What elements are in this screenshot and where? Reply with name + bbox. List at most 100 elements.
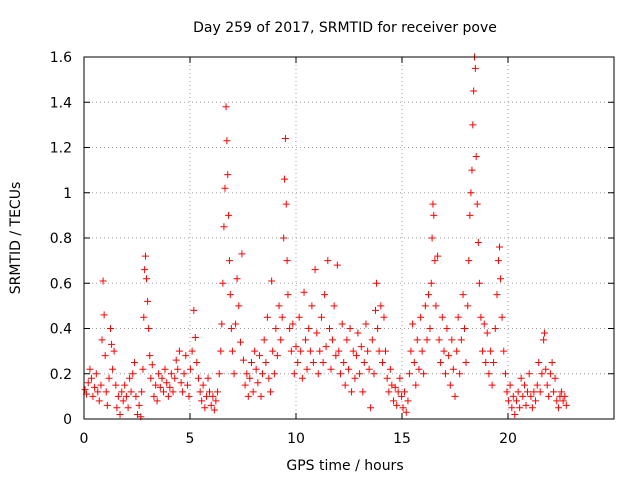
data-point — [525, 370, 533, 378]
data-point — [352, 352, 360, 360]
data-point — [214, 388, 222, 396]
data-point — [477, 313, 485, 321]
data-point — [431, 257, 439, 265]
data-point — [236, 338, 244, 346]
data-point — [333, 261, 341, 269]
data-point — [360, 358, 368, 366]
data-point — [188, 347, 196, 355]
data-point — [490, 358, 498, 366]
data-point — [110, 347, 118, 355]
data-point — [144, 297, 152, 305]
data-point — [223, 137, 231, 145]
y-tick-label: 0.4 — [50, 322, 72, 338]
data-point — [410, 358, 418, 366]
data-point — [172, 356, 180, 364]
data-point — [421, 302, 429, 310]
data-point — [119, 397, 127, 405]
data-point — [86, 365, 94, 373]
data-point — [305, 325, 313, 332]
data-point — [469, 121, 477, 129]
data-point — [108, 340, 116, 348]
data-point — [538, 370, 546, 378]
data-point — [373, 279, 381, 287]
y-tick-label: 0 — [63, 412, 72, 428]
data-point — [475, 279, 483, 287]
data-point — [396, 374, 404, 382]
data-point — [212, 397, 220, 405]
data-point — [148, 361, 156, 369]
data-point — [432, 302, 440, 310]
data-point — [324, 257, 332, 265]
data-point — [545, 392, 553, 400]
data-point — [281, 175, 289, 183]
data-point — [354, 329, 362, 337]
data-point — [430, 211, 438, 219]
data-point — [351, 374, 359, 382]
data-point — [314, 370, 322, 378]
data-point — [472, 153, 480, 161]
data-point — [346, 325, 354, 332]
data-point — [281, 134, 289, 142]
data-point — [207, 401, 215, 409]
data-point — [517, 374, 525, 382]
data-point — [543, 381, 551, 389]
data-point — [209, 392, 217, 400]
data-point — [557, 388, 565, 396]
data-point — [491, 325, 499, 332]
data-point — [332, 352, 340, 360]
data-point — [498, 313, 506, 321]
data-point — [511, 410, 519, 418]
data-point — [171, 374, 179, 382]
data-point — [471, 64, 479, 72]
y-tick-label: 1.4 — [50, 95, 72, 111]
data-point — [219, 279, 227, 287]
data-point — [122, 392, 130, 400]
data-point — [141, 266, 149, 274]
data-point — [267, 388, 275, 396]
data-point — [275, 302, 283, 310]
data-point — [97, 381, 105, 389]
data-point — [343, 336, 351, 344]
data-point — [367, 404, 375, 412]
data-point — [562, 401, 570, 409]
data-point — [277, 336, 285, 344]
data-point — [300, 288, 308, 296]
data-point — [147, 374, 155, 382]
data-point — [283, 257, 291, 265]
data-point — [269, 347, 277, 355]
data-point — [466, 211, 474, 219]
data-point — [407, 347, 415, 355]
data-point — [226, 291, 234, 299]
data-point — [377, 302, 385, 310]
data-point — [311, 266, 319, 274]
data-point — [191, 334, 199, 342]
data-point — [473, 200, 481, 208]
data-point — [378, 358, 386, 366]
data-point — [175, 347, 183, 355]
data-point — [393, 401, 401, 409]
data-point — [485, 370, 493, 378]
data-point — [535, 358, 543, 366]
data-point — [482, 358, 490, 366]
data-point — [335, 347, 343, 355]
data-point — [263, 313, 271, 321]
data-point — [479, 347, 487, 355]
data-point — [196, 388, 204, 396]
data-point — [559, 397, 567, 405]
data-point — [521, 381, 529, 389]
data-point — [185, 392, 193, 400]
data-point — [527, 392, 535, 400]
data-point — [87, 374, 95, 382]
data-point — [224, 171, 232, 179]
plot-frame — [83, 56, 615, 420]
data-points — [81, 53, 570, 421]
data-point — [132, 392, 140, 400]
data-point — [221, 184, 229, 192]
data-point — [404, 397, 412, 405]
data-point — [124, 404, 132, 412]
data-point — [169, 388, 177, 396]
data-point — [524, 388, 532, 396]
data-point — [365, 365, 373, 373]
data-point — [528, 404, 536, 412]
data-point — [438, 313, 446, 321]
